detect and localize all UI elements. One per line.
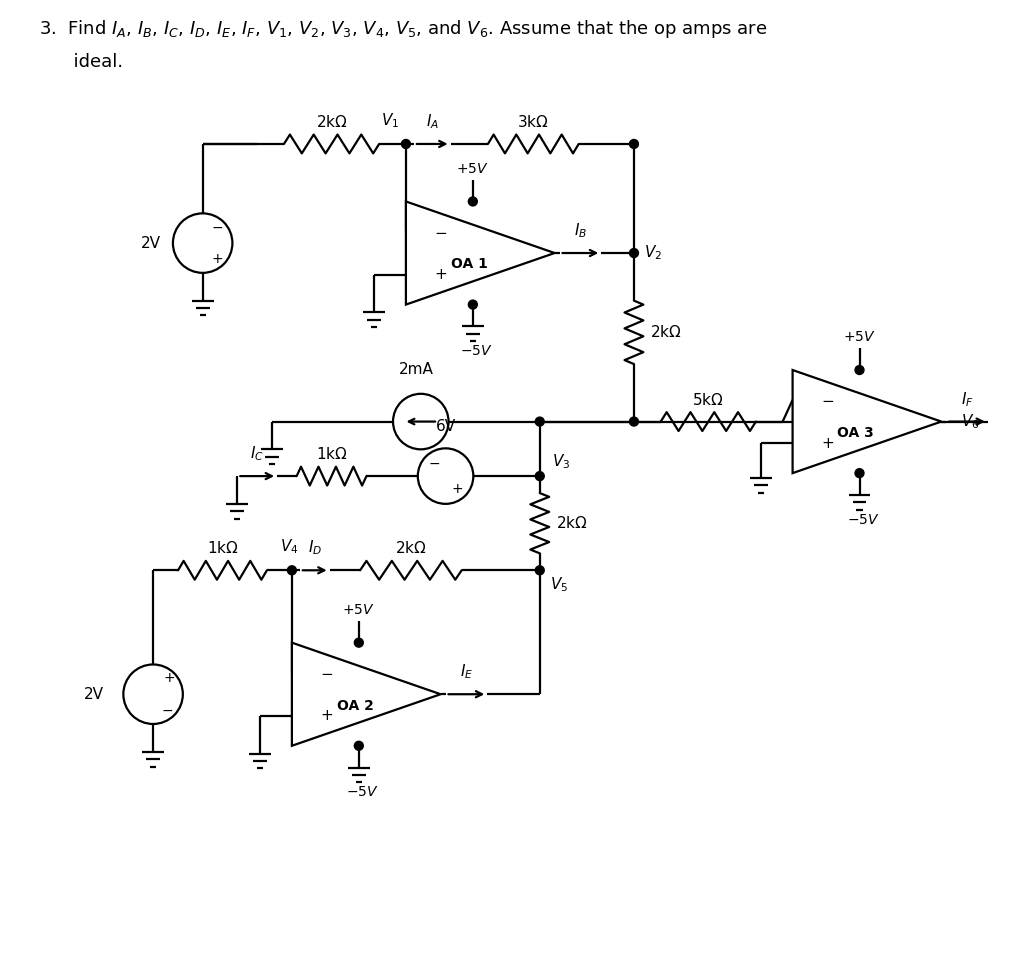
Text: $-$: $-$ (211, 221, 223, 234)
Polygon shape (406, 201, 555, 305)
Text: $-5V$: $-5V$ (461, 345, 494, 358)
Text: $V_5$: $V_5$ (550, 575, 568, 594)
Text: $I_E$: $I_E$ (460, 663, 473, 681)
Text: 2k$\Omega$: 2k$\Omega$ (395, 541, 427, 556)
Text: $+$: $+$ (211, 252, 223, 266)
Circle shape (354, 638, 364, 647)
Text: $-$: $-$ (321, 665, 333, 680)
Text: $V_6$: $V_6$ (962, 412, 980, 431)
Circle shape (536, 566, 544, 575)
Text: 2V: 2V (84, 687, 103, 702)
Circle shape (855, 468, 864, 477)
Text: $+5V$: $+5V$ (342, 603, 375, 617)
Text: $+5V$: $+5V$ (457, 162, 489, 176)
Circle shape (354, 742, 364, 751)
Text: 1k$\Omega$: 1k$\Omega$ (315, 446, 347, 463)
Text: $+$: $+$ (434, 267, 447, 282)
Text: 1k$\Omega$: 1k$\Omega$ (207, 541, 239, 556)
Text: $I_F$: $I_F$ (961, 390, 974, 409)
Text: 5k$\Omega$: 5k$\Omega$ (692, 391, 724, 408)
Text: OA 1: OA 1 (451, 258, 487, 271)
Circle shape (630, 140, 638, 148)
Circle shape (401, 140, 411, 148)
Text: $I_B$: $I_B$ (573, 222, 587, 240)
Text: OA 2: OA 2 (337, 699, 374, 712)
Text: 2V: 2V (141, 235, 161, 251)
Text: ideal.: ideal. (39, 53, 123, 70)
Circle shape (288, 566, 296, 575)
Text: $+$: $+$ (163, 671, 175, 685)
Text: $-$: $-$ (434, 224, 447, 239)
Text: 2k$\Omega$: 2k$\Omega$ (650, 324, 681, 341)
Text: $+$: $+$ (452, 482, 464, 496)
Circle shape (630, 249, 638, 258)
Text: $+$: $+$ (821, 435, 834, 451)
Text: 2mA: 2mA (398, 362, 433, 377)
Text: $+$: $+$ (321, 709, 333, 723)
Text: 2k$\Omega$: 2k$\Omega$ (315, 114, 347, 130)
Text: OA 3: OA 3 (838, 426, 874, 440)
Text: $-5V$: $-5V$ (847, 512, 880, 527)
Text: $-$: $-$ (161, 703, 173, 717)
Polygon shape (292, 642, 440, 746)
Text: $V_2$: $V_2$ (644, 244, 662, 263)
Text: $+5V$: $+5V$ (843, 330, 876, 345)
Text: $-$: $-$ (821, 392, 834, 407)
Text: $V_3$: $V_3$ (552, 453, 570, 471)
Text: 3.  Find $I_A$, $I_B$, $I_C$, $I_D$, $I_E$, $I_F$, $V_1$, $V_2$, $V_3$, $V_4$, $: 3. Find $I_A$, $I_B$, $I_C$, $I_D$, $I_E… (39, 18, 767, 40)
Circle shape (468, 300, 477, 309)
Text: $-$: $-$ (428, 456, 439, 470)
Text: $V_1$: $V_1$ (381, 111, 399, 130)
Circle shape (855, 366, 864, 375)
Text: 2k$\Omega$: 2k$\Omega$ (556, 515, 588, 531)
Circle shape (630, 417, 638, 427)
Text: $-5V$: $-5V$ (346, 786, 379, 799)
Text: $I_C$: $I_C$ (250, 444, 264, 464)
Polygon shape (793, 370, 941, 473)
Text: 3k$\Omega$: 3k$\Omega$ (517, 114, 549, 130)
Circle shape (468, 197, 477, 206)
Text: 6V: 6V (435, 420, 456, 434)
Text: $I_A$: $I_A$ (426, 112, 438, 131)
Text: $V_4$: $V_4$ (280, 538, 298, 556)
Circle shape (536, 417, 544, 427)
Circle shape (536, 471, 544, 480)
Text: $I_D$: $I_D$ (307, 539, 322, 557)
